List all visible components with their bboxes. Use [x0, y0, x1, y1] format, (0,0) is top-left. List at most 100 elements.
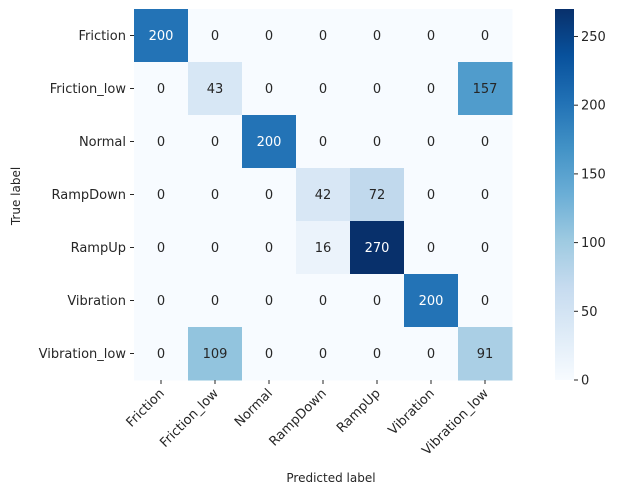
cell-value-label: 72: [369, 188, 386, 203]
heatmap-cell: [350, 221, 405, 275]
heatmap-cell: [296, 168, 351, 222]
heatmap-cell: [188, 62, 243, 116]
heatmap-cell: [458, 62, 513, 116]
cell-value-label: 109: [203, 347, 228, 362]
heatmap-cell: [458, 274, 513, 328]
cell-value-label: 0: [373, 294, 381, 309]
colorbar-tick-label: 100: [581, 236, 606, 251]
cell-value-label: 0: [157, 188, 165, 203]
cell-value-label: 0: [211, 135, 219, 150]
heatmap-cell: [350, 9, 405, 63]
cell-value-label: 0: [211, 188, 219, 203]
heatmap-cell: [404, 274, 459, 328]
heatmap-cell: [350, 274, 405, 328]
heatmap-cell: [458, 9, 513, 63]
heatmap-cell: [458, 221, 513, 275]
x-tick-label: RampDown: [267, 386, 330, 449]
cell-value-label: 42: [315, 188, 332, 203]
x-tick-label: Normal: [232, 386, 276, 430]
heatmap-cell: [350, 168, 405, 222]
heatmap-cell: [242, 9, 297, 63]
heatmap-cell: [404, 62, 459, 116]
heatmap-cell: [242, 327, 297, 381]
colorbar-ticks: 0 50 100 150 200 250: [574, 30, 606, 389]
cell-value-label: 0: [157, 82, 165, 97]
y-tick-label: RampDown: [52, 188, 126, 203]
colorbar-tick-label: 250: [581, 30, 606, 45]
cell-value-label: 16: [315, 241, 332, 256]
heatmap-cell: [404, 9, 459, 63]
y-tick-label: Normal: [79, 135, 126, 150]
cell-value-label: 0: [373, 347, 381, 362]
heatmap-cell-labels: 200 0 0 0 0 0 0 0 43 0 0 0 0 157 0 0 200 0 0 0 0 0 0 0 42 72 0 0 0 0 0…: [149, 29, 498, 362]
y-tick-label: Vibration_low: [39, 347, 127, 362]
cell-value-label: 0: [319, 294, 327, 309]
cell-value-label: 0: [265, 188, 273, 203]
cell-value-label: 0: [373, 29, 381, 44]
heatmap-cell: [242, 168, 297, 222]
cell-value-label: 0: [427, 135, 435, 150]
colorbar: [555, 9, 574, 380]
heatmap-cell: [458, 327, 513, 381]
heatmap-cell: [296, 327, 351, 381]
cell-value-label: 200: [419, 294, 444, 309]
cell-value-label: 0: [157, 294, 165, 309]
heatmap-cell: [404, 221, 459, 275]
cell-value-label: 0: [265, 29, 273, 44]
cell-value-label: 0: [265, 82, 273, 97]
heatmap-cell: [134, 274, 189, 328]
cell-value-label: 0: [211, 241, 219, 256]
y-tick-label: Friction: [78, 29, 126, 44]
heatmap-cell: [134, 327, 189, 381]
heatmap-cell: [134, 168, 189, 222]
y-tick-label: Vibration: [67, 294, 126, 309]
cell-value-label: 43: [207, 82, 224, 97]
heatmap-cell: [242, 115, 297, 169]
heatmap-cell: [458, 168, 513, 222]
x-tick-label: Vibration: [386, 386, 438, 438]
cell-value-label: 0: [481, 188, 489, 203]
heatmap-cell: [296, 115, 351, 169]
heatmap-cell: [296, 221, 351, 275]
cell-value-label: 0: [373, 135, 381, 150]
cell-value-label: 91: [477, 347, 494, 362]
x-tick-label: Friction_low: [157, 386, 222, 451]
cell-value-label: 0: [319, 82, 327, 97]
heatmap-cell: [134, 115, 189, 169]
cell-value-label: 0: [211, 294, 219, 309]
heatmap-cell: [134, 221, 189, 275]
heatmap-cell: [242, 62, 297, 116]
cell-value-label: 0: [427, 82, 435, 97]
heatmap-cell: [350, 62, 405, 116]
colorbar-tick-label: 200: [581, 99, 606, 114]
cell-value-label: 200: [149, 29, 174, 44]
cell-value-label: 0: [319, 135, 327, 150]
colorbar-tick-label: 0: [581, 374, 589, 389]
cell-value-label: 0: [157, 135, 165, 150]
colorbar-tick-label: 50: [581, 305, 598, 320]
heatmap-cell: [458, 115, 513, 169]
heatmap-cell: [404, 115, 459, 169]
heatmap-cell: [242, 274, 297, 328]
y-tick-label: RampUp: [71, 241, 126, 256]
heatmap-cell: [296, 62, 351, 116]
y-axis-title: True label: [9, 167, 23, 226]
x-axis-title: Predicted label: [286, 471, 375, 485]
colorbar-tick-label: 150: [581, 167, 606, 182]
x-tick-label: Friction: [124, 386, 168, 430]
cell-value-label: 0: [427, 347, 435, 362]
cell-value-label: 0: [265, 241, 273, 256]
heatmap-cell: [296, 274, 351, 328]
cell-value-label: 0: [211, 29, 219, 44]
heatmap-cell: [404, 168, 459, 222]
cell-value-label: 200: [257, 135, 282, 150]
heatmap-cell: [188, 168, 243, 222]
cell-value-label: 157: [473, 82, 498, 97]
y-tick-label: Friction_low: [50, 82, 127, 97]
cell-value-label: 0: [427, 29, 435, 44]
heatmap-cell: [188, 274, 243, 328]
x-tick-label: RampUp: [334, 386, 384, 436]
heatmap-cell: [134, 62, 189, 116]
